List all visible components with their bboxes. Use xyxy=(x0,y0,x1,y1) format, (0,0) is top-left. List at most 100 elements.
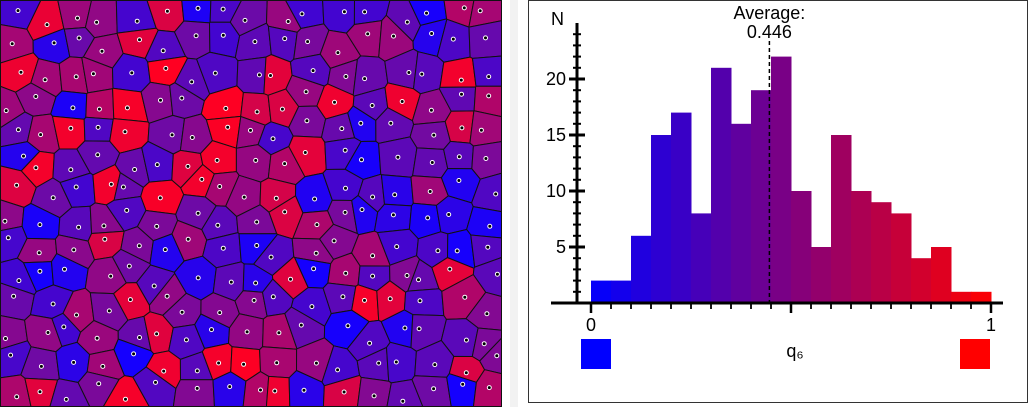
voronoi-site xyxy=(131,351,137,357)
voronoi-site xyxy=(370,194,376,200)
voronoi-site xyxy=(108,181,114,187)
voronoi-site xyxy=(242,17,248,23)
panel-divider xyxy=(510,0,518,407)
x-tick-label-0: 0 xyxy=(586,315,596,335)
voronoi-site xyxy=(50,195,56,201)
voronoi-site xyxy=(388,120,394,126)
voronoi-site xyxy=(123,396,128,402)
voronoi-site xyxy=(244,329,250,335)
legend-low-swatch xyxy=(581,339,611,369)
voronoi-site xyxy=(179,95,185,101)
voronoi-site xyxy=(68,125,74,131)
voronoi-site xyxy=(164,8,170,14)
voronoi-site xyxy=(90,71,96,77)
voronoi-site xyxy=(61,324,67,330)
voronoi-site xyxy=(282,36,288,42)
voronoi-site xyxy=(460,381,466,387)
voronoi-site xyxy=(362,297,367,303)
voronoi-site xyxy=(96,381,102,387)
histogram-bar xyxy=(611,280,632,303)
voronoi-site xyxy=(342,147,348,153)
voronoi-site xyxy=(76,224,82,230)
voronoi-site xyxy=(38,363,44,369)
voronoi-site xyxy=(5,235,11,241)
voronoi-cells xyxy=(0,0,502,407)
voronoi-site xyxy=(399,99,405,104)
voronoi-site xyxy=(223,105,229,111)
voronoi-site xyxy=(38,132,44,138)
voronoi-cell xyxy=(466,206,502,239)
voronoi-site xyxy=(154,223,160,229)
voronoi-site xyxy=(332,99,337,105)
voronoi-site xyxy=(371,393,377,399)
voronoi-site xyxy=(99,48,105,54)
histogram-bar xyxy=(651,135,672,303)
voronoi-site xyxy=(282,209,288,215)
voronoi-site xyxy=(270,136,276,142)
voronoi-site xyxy=(63,396,69,402)
voronoi-site xyxy=(124,105,130,111)
voronoi-site xyxy=(253,157,259,163)
voronoi-site xyxy=(62,266,67,272)
voronoi-site xyxy=(362,9,368,15)
voronoi-cell xyxy=(471,55,502,87)
voronoi-site xyxy=(258,387,263,393)
voronoi-site xyxy=(419,71,425,77)
voronoi-site xyxy=(446,212,452,217)
voronoi-site xyxy=(71,247,77,253)
voronoi-site xyxy=(51,40,57,46)
voronoi-site xyxy=(305,39,311,45)
voronoi-cell xyxy=(473,85,502,118)
voronoi-site xyxy=(367,340,373,346)
voronoi-site xyxy=(164,293,170,299)
voronoi-site xyxy=(270,294,276,300)
voronoi-site xyxy=(94,335,100,341)
voronoi-site xyxy=(33,94,39,99)
voronoi-site xyxy=(194,385,200,391)
voronoi-site xyxy=(195,210,201,216)
y-axis-label: N xyxy=(551,9,564,29)
voronoi-site xyxy=(228,279,234,285)
histogram-bar xyxy=(871,202,892,303)
voronoi-site xyxy=(75,15,80,21)
histogram-bar xyxy=(591,280,612,303)
voronoi-site xyxy=(402,325,408,331)
voronoi-site xyxy=(209,327,214,333)
voronoi-site xyxy=(256,72,262,78)
voronoi-site xyxy=(36,250,42,256)
histogram-bar xyxy=(631,235,652,303)
voronoi-site xyxy=(274,360,280,366)
voronoi-site xyxy=(394,244,400,250)
voronoi-site xyxy=(15,127,21,133)
average-label: Average: xyxy=(734,3,806,23)
voronoi-site xyxy=(370,253,376,259)
voronoi-site xyxy=(458,77,464,83)
voronoi-site xyxy=(395,154,401,160)
voronoi-site xyxy=(100,363,106,369)
voronoi-site xyxy=(37,389,43,395)
voronoi-site xyxy=(70,105,76,111)
histogram-bar xyxy=(791,191,812,303)
voronoi-site xyxy=(369,103,375,108)
voronoi-site xyxy=(483,35,488,41)
voronoi-site xyxy=(342,209,348,215)
voronoi-site xyxy=(288,276,293,282)
histogram-bar xyxy=(891,213,912,303)
histogram-bar xyxy=(951,291,972,303)
voronoi-site xyxy=(241,194,247,200)
voronoi-cell xyxy=(409,120,451,150)
voronoi-site xyxy=(331,238,337,244)
voronoi-site xyxy=(18,69,24,75)
voronoi-site xyxy=(304,118,310,124)
voronoi-site xyxy=(94,19,100,25)
voronoi-site xyxy=(161,368,167,374)
voronoi-site xyxy=(313,360,319,366)
voronoi-site xyxy=(189,135,195,140)
voronoi-site xyxy=(343,185,348,191)
voronoi-site xyxy=(241,361,247,367)
voronoi-site xyxy=(335,50,341,56)
voronoi-site xyxy=(494,271,500,277)
voronoi-site xyxy=(215,222,221,228)
voronoi-site xyxy=(122,129,128,135)
voronoi-site xyxy=(343,270,349,276)
